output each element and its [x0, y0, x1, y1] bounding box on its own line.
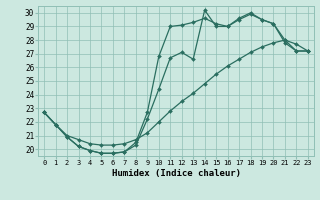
X-axis label: Humidex (Indice chaleur): Humidex (Indice chaleur) [111, 169, 241, 178]
